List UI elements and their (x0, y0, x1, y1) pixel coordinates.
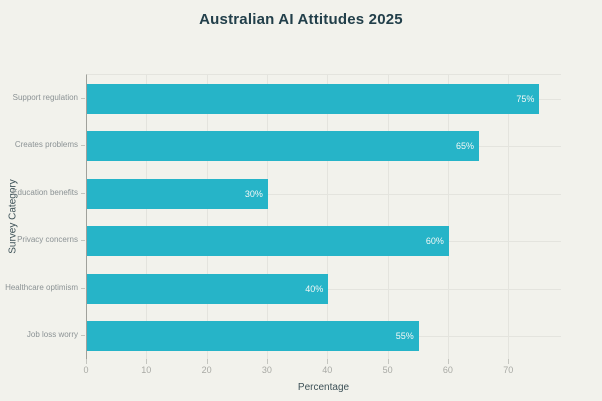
x-tick-label: 70 (503, 365, 514, 375)
y-tick-mark (81, 145, 85, 147)
x-tick-label: 10 (141, 365, 152, 375)
x-tick-mark (327, 359, 329, 364)
x-tick-mark (86, 359, 87, 364)
x-gridline (387, 75, 389, 359)
y-tick-mark (81, 240, 85, 242)
x-tick-mark (387, 359, 389, 364)
x-gridline (266, 75, 268, 359)
x-tick-label: 50 (382, 365, 393, 375)
bar-value-label: 60% (425, 236, 444, 247)
x-gridline (508, 75, 510, 359)
y-axis-title: Survey Category (7, 178, 19, 254)
y-tick-mark (81, 287, 85, 289)
bar-privacy-concerns: 60% (87, 226, 449, 257)
bar-creates-problems: 65% (87, 131, 480, 162)
x-tick-label: 60 (442, 365, 453, 375)
bar-value-label: 30% (244, 188, 263, 199)
y-tick-label: Creates problems (14, 140, 78, 150)
y-tick-label: Privacy concerns (17, 235, 78, 245)
x-tick-label: 20 (201, 365, 212, 375)
bar-value-label: 40% (305, 283, 324, 294)
bar-healthcare-optimism: 40% (87, 273, 329, 304)
x-gridline (447, 75, 449, 359)
y-tick-label: Education benefits (12, 187, 78, 197)
x-gridline (206, 75, 208, 359)
x-axis-title: Percentage (297, 382, 350, 393)
x-tick-mark (206, 359, 208, 364)
x-gridline (146, 75, 148, 359)
x-tick-label: 0 (83, 365, 89, 375)
y-tick-label: Job loss worry (26, 330, 78, 340)
bar-education-benefits: 30% (87, 178, 268, 209)
x-gridline (327, 75, 329, 359)
x-tick-label: 40 (322, 365, 333, 375)
plot-area: 75% 65% 30% 60% 40% 55% (86, 74, 561, 359)
x-tick-mark (508, 359, 510, 364)
y-gridline (87, 193, 561, 195)
y-tick-label: Healthcare optimism (5, 282, 78, 292)
bar-value-label: 65% (456, 141, 475, 152)
chart-title: Australian AI Attitudes 2025 (199, 11, 403, 28)
bar-value-label: 75% (516, 93, 535, 104)
bar-job-loss-worry: 55% (87, 321, 419, 352)
y-tick-mark (81, 192, 85, 194)
x-tick-mark (146, 359, 148, 364)
y-tick-mark (81, 335, 85, 337)
bar-support-regulation: 75% (87, 83, 540, 114)
x-tick-label: 30 (261, 365, 272, 375)
x-tick-mark (266, 359, 268, 364)
y-tick-mark (81, 97, 85, 99)
x-tick-mark (447, 359, 449, 364)
y-tick-label: Support regulation (12, 92, 78, 102)
bar-value-label: 55% (395, 331, 414, 342)
